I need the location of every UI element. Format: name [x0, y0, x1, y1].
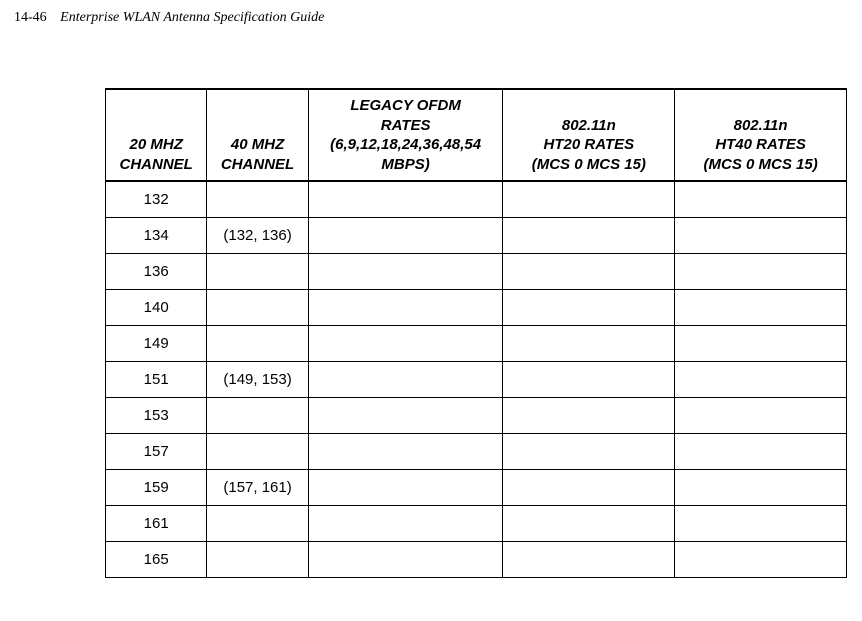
cell-legacy — [308, 254, 503, 290]
cell-legacy — [308, 290, 503, 326]
table-row: 136 — [106, 254, 847, 290]
cell-40mhz — [207, 290, 308, 326]
col-header-line: RATES — [381, 117, 431, 134]
cell-ht20 — [503, 218, 675, 254]
table-row: 132 — [106, 181, 847, 218]
cell-ht20 — [503, 434, 675, 470]
cell-legacy — [308, 434, 503, 470]
cell-ht20 — [503, 254, 675, 290]
cell-40mhz — [207, 254, 308, 290]
cell-ht20 — [503, 398, 675, 434]
cell-20mhz: 161 — [106, 506, 207, 542]
table-row: 151 (149, 153) — [106, 362, 847, 398]
cell-legacy — [308, 326, 503, 362]
col-header-line: 802.11n — [734, 117, 788, 134]
table-row: 134 (132, 136) — [106, 218, 847, 254]
table-row: 165 — [106, 542, 847, 578]
cell-ht40 — [675, 506, 847, 542]
cell-20mhz: 153 — [106, 398, 207, 434]
table-body: 132 134 (132, 136) 136 140 — [106, 181, 847, 578]
cell-legacy — [308, 470, 503, 506]
col-header-line: HT40 RATES — [715, 136, 806, 153]
col-header-line: 40 MHZ — [231, 136, 284, 153]
col-header-line: MBPS) — [381, 156, 429, 173]
cell-ht40 — [675, 434, 847, 470]
cell-legacy — [308, 542, 503, 578]
cell-legacy — [308, 362, 503, 398]
cell-40mhz — [207, 181, 308, 218]
cell-20mhz: 159 — [106, 470, 207, 506]
cell-ht40 — [675, 326, 847, 362]
col-header-line: 802.11n — [562, 117, 616, 134]
cell-ht20 — [503, 506, 675, 542]
cell-ht20 — [503, 326, 675, 362]
cell-40mhz — [207, 326, 308, 362]
col-header-line: 20 MHZ — [130, 136, 183, 153]
cell-20mhz: 132 — [106, 181, 207, 218]
cell-legacy — [308, 398, 503, 434]
col-header-line: (MCS 0 MCS 15) — [704, 156, 818, 173]
col-header-20mhz: 20 MHZ CHANNEL — [106, 89, 207, 181]
col-header-40mhz: 40 MHZ CHANNEL — [207, 89, 308, 181]
cell-40mhz: (157, 161) — [207, 470, 308, 506]
page-header: 14-46 Enterprise WLAN Antenna Specificat… — [14, 10, 324, 26]
cell-ht20 — [503, 470, 675, 506]
cell-ht20 — [503, 290, 675, 326]
cell-ht40 — [675, 218, 847, 254]
cell-ht20 — [503, 542, 675, 578]
cell-20mhz: 134 — [106, 218, 207, 254]
cell-ht40 — [675, 290, 847, 326]
col-header-line: CHANNEL — [120, 156, 193, 173]
page-number: 14-46 — [14, 10, 47, 25]
cell-ht40 — [675, 398, 847, 434]
table-row: 140 — [106, 290, 847, 326]
cell-20mhz: 151 — [106, 362, 207, 398]
cell-20mhz: 149 — [106, 326, 207, 362]
col-header-ht40: 802.11n HT40 RATES (MCS 0 MCS 15) — [675, 89, 847, 181]
col-header-line: LEGACY OFDM — [350, 97, 461, 114]
cell-40mhz — [207, 506, 308, 542]
table-row: 159 (157, 161) — [106, 470, 847, 506]
cell-20mhz: 165 — [106, 542, 207, 578]
table-row: 161 — [106, 506, 847, 542]
col-header-ht20: 802.11n HT20 RATES (MCS 0 MCS 15) — [503, 89, 675, 181]
spec-table: 20 MHZ CHANNEL 40 MHZ CHANNEL LEGACY OFD… — [105, 88, 847, 578]
cell-ht40 — [675, 254, 847, 290]
cell-ht20 — [503, 362, 675, 398]
doc-title: Enterprise WLAN Antenna Specification Gu… — [60, 10, 324, 25]
cell-ht40 — [675, 542, 847, 578]
cell-ht40 — [675, 181, 847, 218]
col-header-line: (6,9,12,18,24,36,48,54 — [330, 136, 481, 153]
cell-40mhz — [207, 542, 308, 578]
cell-legacy — [308, 218, 503, 254]
cell-40mhz: (132, 136) — [207, 218, 308, 254]
cell-20mhz: 136 — [106, 254, 207, 290]
col-header-line: HT20 RATES — [544, 136, 635, 153]
table-row: 149 — [106, 326, 847, 362]
cell-ht40 — [675, 470, 847, 506]
table-row: 153 — [106, 398, 847, 434]
col-header-line: (MCS 0 MCS 15) — [532, 156, 646, 173]
cell-40mhz: (149, 153) — [207, 362, 308, 398]
table-row: 157 — [106, 434, 847, 470]
cell-20mhz: 157 — [106, 434, 207, 470]
cell-legacy — [308, 506, 503, 542]
col-header-legacy: LEGACY OFDM RATES (6,9,12,18,24,36,48,54… — [308, 89, 503, 181]
cell-legacy — [308, 181, 503, 218]
cell-40mhz — [207, 398, 308, 434]
cell-ht20 — [503, 181, 675, 218]
cell-20mhz: 140 — [106, 290, 207, 326]
table-header-row: 20 MHZ CHANNEL 40 MHZ CHANNEL LEGACY OFD… — [106, 89, 847, 181]
col-header-line: CHANNEL — [221, 156, 294, 173]
cell-40mhz — [207, 434, 308, 470]
cell-ht40 — [675, 362, 847, 398]
